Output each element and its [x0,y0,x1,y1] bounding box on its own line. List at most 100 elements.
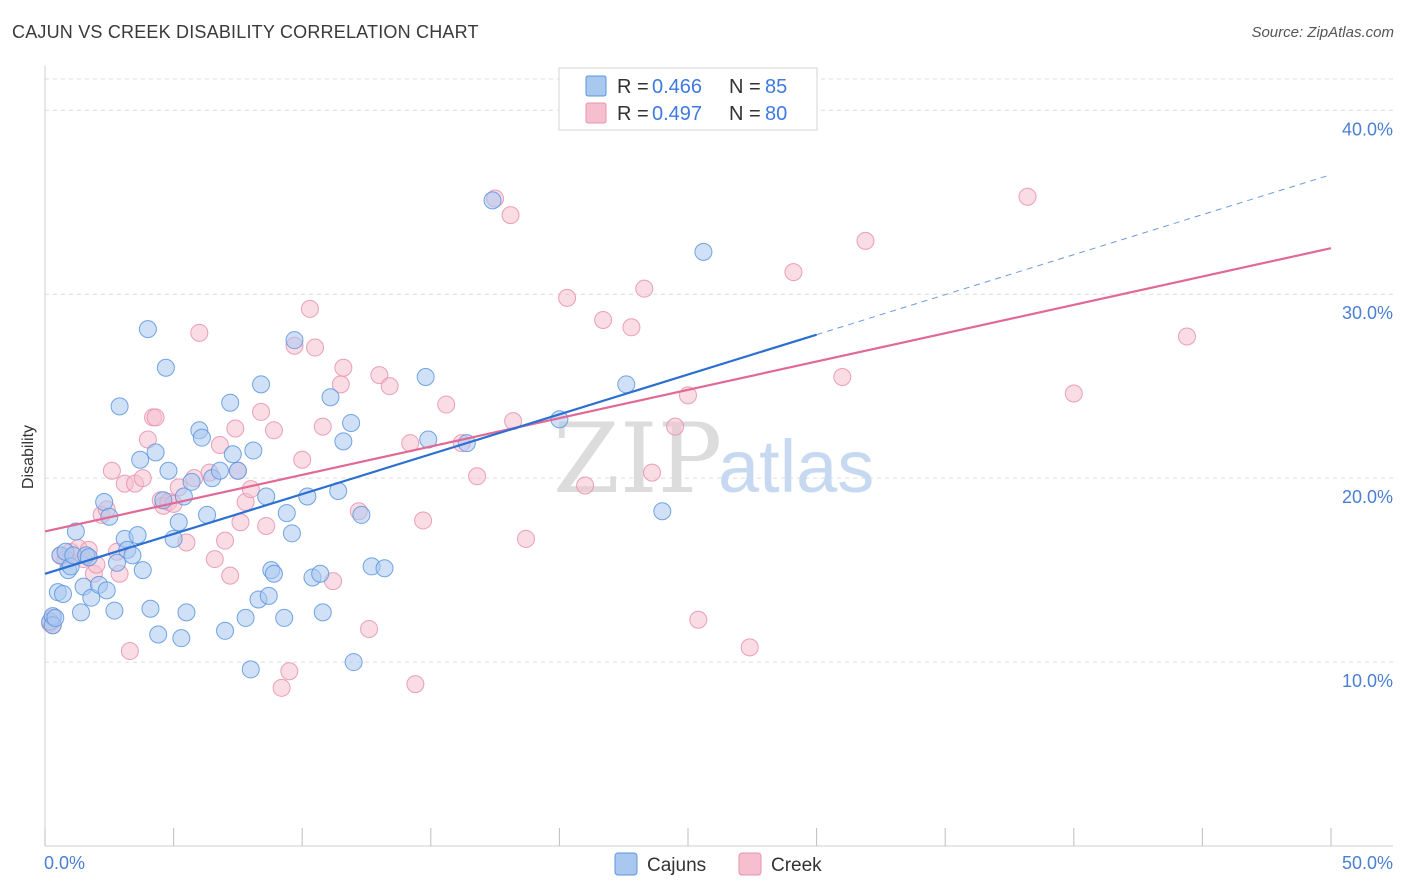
x-tick-max: 50.0% [1342,853,1393,873]
cajuns-point [172,629,191,648]
cajuns-point [149,625,168,644]
cajuns-trend-extension [816,174,1332,336]
watermark-zip: ZIP [553,403,722,515]
creek-point [370,366,389,385]
creek-point [576,476,595,495]
creek-point [231,513,250,532]
creek-point [221,566,240,585]
creek-point [1018,187,1037,206]
legend-n-label: N = [729,76,761,98]
legend-n-cajuns: 85 [765,76,787,98]
legend-n-label: N = [729,103,761,125]
creek-point [414,511,433,530]
legend-swatch-creek [585,102,607,124]
creek-point [666,417,685,436]
cajuns-point [46,608,65,627]
cajuns-point [277,504,296,523]
cajuns-point [259,586,278,605]
creek-point [856,231,875,250]
cajuns-point [169,513,188,532]
cajuns-point [617,375,636,394]
bottom-legend-cajuns: Cajuns [647,855,706,876]
cajuns-point [133,561,152,580]
creek-point [293,450,312,469]
legend-swatch-cajuns [585,75,607,97]
x-tick-min: 0.0% [44,853,85,873]
grid-lines [45,78,1393,663]
creek-point [380,377,399,396]
cajuns-points [41,191,713,679]
bottom-legend-swatch-cajuns [614,852,638,876]
cajuns-point [66,522,85,541]
creek-point [190,323,209,342]
cajuns-point [352,505,371,524]
cajuns-point [156,358,175,377]
cajuns-point [344,653,363,672]
cajuns-point [282,524,301,543]
creek-point [740,638,759,657]
creek-point [146,408,165,427]
creek-point [784,263,803,282]
chart-title: CAJUN VS CREEK DISABILITY CORRELATION CH… [12,22,479,42]
creek-point [252,402,271,421]
cajuns-point [653,502,672,521]
creek-point [210,436,229,455]
cajuns-point [108,553,127,572]
creek-point [205,550,224,569]
cajuns-point [146,443,165,462]
legend-r-cajuns: 0.466 [652,76,702,98]
cajuns-trend-line [44,333,817,575]
creek-point [635,279,654,298]
creek-point [272,678,291,697]
creek-point [468,467,487,486]
cajuns-point [97,581,116,600]
cajuns-point [321,388,340,407]
creek-point [622,318,641,337]
cajuns-point [236,608,255,627]
bottom-legend-swatch-creek [738,852,762,876]
creek-point [241,480,260,499]
cajuns-point [241,660,260,679]
creek-point [306,338,325,357]
cajuns-point [244,441,263,460]
y-tick-labels: 10.0% 20.0% 30.0% 40.0% [1342,119,1393,691]
creek-point [501,206,520,225]
cajuns-point [311,564,330,583]
cajuns-point [210,461,229,480]
creek-point [558,288,577,307]
cajuns-point [54,585,73,604]
cajuns-point [72,603,91,622]
creek-point [437,395,456,414]
creek-point [642,463,661,482]
legend-n-creek: 80 [765,103,787,125]
series-legend: Cajuns Creek [614,852,822,876]
cajuns-point [264,564,283,583]
cajuns-point [334,432,353,451]
legend-r-creek: 0.497 [652,103,702,125]
creek-point [406,675,425,694]
cajuns-point [192,428,211,447]
creek-point [280,662,299,681]
cajuns-point [216,621,235,640]
cajuns-point [694,242,713,261]
cajuns-point [110,397,129,416]
creek-point [833,367,852,386]
creek-point [516,529,535,548]
creek-point [1177,327,1196,346]
cajuns-point [221,393,240,412]
creek-point [257,516,276,535]
axes [44,66,1393,847]
creek-point [300,299,319,318]
creek-point [133,469,152,488]
cajuns-point [275,608,294,627]
cajuns-point [252,375,271,394]
creek-point [689,610,708,629]
creek-point [120,642,139,661]
y-axis-title: Disability [20,425,37,489]
watermark-atlas: atlas [718,425,874,508]
cajuns-point [182,472,201,491]
cajuns-point [131,450,150,469]
legend-r-label: R = [617,103,649,125]
cajuns-point [223,445,242,464]
